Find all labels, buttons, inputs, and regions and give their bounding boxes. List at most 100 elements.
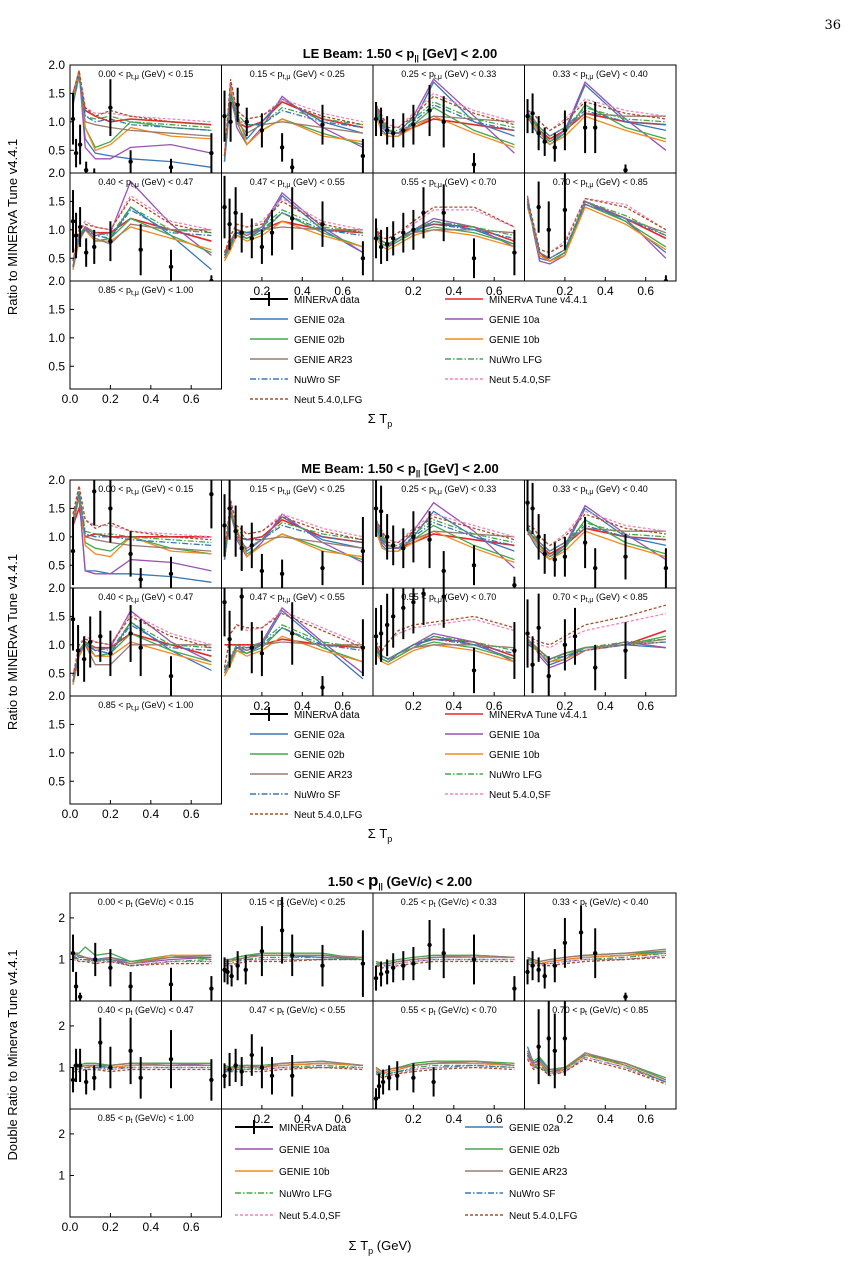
panel-1: 0.00 < pt,μ (GeV) < 0.15 0.5 1.0 1.5 2.0	[48, 473, 222, 589]
model-line-genie-10b	[526, 530, 667, 561]
model-line-neut-5-4-0-lfg	[375, 206, 515, 240]
data-point	[411, 1063, 416, 1093]
legend-item: GENIE 10a	[445, 730, 540, 741]
data-point	[411, 947, 416, 981]
chart-title: 1.50 < p|| (GeV/c) < 2.00	[328, 871, 472, 891]
panel-frame	[372, 172, 525, 282]
data-point	[360, 241, 366, 276]
data-point	[411, 104, 416, 145]
legend-label: Neut 5.4.0,SF	[279, 1211, 341, 1222]
y-tick-label: 1.5	[48, 86, 65, 100]
x-axis-label: Σ Tp	[368, 826, 393, 844]
model-line-genie-ar23	[223, 98, 363, 162]
model-line-neut-5-4-0-lfg	[224, 958, 363, 967]
data-point	[373, 607, 379, 665]
x-tick-label: 0.6	[486, 699, 503, 713]
model-line-nuwro-lfg	[72, 206, 212, 267]
panel-range-label: 0.40 < pt,μ (GeV) < 0.47	[98, 177, 193, 189]
data-point	[411, 588, 416, 634]
legend: MINERvA data MINERvA Tune v4.4.1 GENIE 02a…	[250, 292, 588, 406]
data-point	[269, 1057, 275, 1095]
data-point	[512, 622, 517, 679]
model-line-genie-ar23	[72, 952, 212, 965]
data-point	[70, 190, 76, 253]
y-tick-label: 1.5	[48, 609, 65, 623]
model-line-neut-5-4-0-sf	[375, 209, 515, 240]
data-point	[320, 676, 325, 696]
legend-label: NuWro SF	[509, 1189, 556, 1200]
model-line-neut-5-4-0-lfg	[72, 70, 212, 126]
panel-3: 0.25 < pt,μ (GeV) < 0.33	[372, 479, 525, 589]
data-point	[81, 636, 87, 682]
data-point	[593, 101, 598, 154]
data-point	[138, 619, 143, 677]
legend-label: GENIE 10b	[489, 335, 540, 346]
data-point	[88, 616, 93, 668]
chart-title: LE Beam: 1.50 < p|| [GeV] < 2.00	[303, 46, 498, 63]
model-line-genie-ar23	[72, 76, 212, 137]
data-point	[108, 480, 113, 543]
data-point	[562, 917, 568, 968]
data-point	[227, 610, 232, 668]
data-point	[530, 636, 535, 694]
data-point	[373, 1088, 379, 1109]
legend-item: Neut 5.4.0,LFG	[465, 1211, 578, 1222]
y-tick-label: 0.5	[48, 666, 65, 680]
legend-item: Neut 5.4.0,LFG	[250, 810, 363, 821]
legend-item: MINERvA data	[250, 292, 360, 306]
y-tick-label: 2.0	[48, 166, 65, 180]
data-point	[233, 1048, 238, 1082]
panel-range-label: 0.47 < pt,μ (GeV) < 0.55	[250, 177, 345, 189]
model-line-nuwro-lfg	[527, 638, 666, 660]
data-point	[222, 175, 227, 239]
data-point	[222, 1063, 227, 1089]
panel-range-label: 0.47 < pt,μ (GeV) < 0.55	[250, 592, 345, 604]
data-point	[83, 161, 89, 173]
x-tick-label: 0.2	[254, 1112, 271, 1126]
model-line-genie-ar23	[72, 643, 212, 682]
legend: MINERvA data MINERvA Tune v4.4.1 GENIE 02a…	[250, 707, 588, 821]
y-tick-label: 0.5	[48, 774, 65, 788]
x-tick-label: 0.4	[597, 699, 614, 713]
model-line-neut-5-4-0-lfg	[223, 499, 364, 554]
y-tick-label: 1.0	[48, 223, 65, 237]
data-point	[77, 207, 83, 247]
legend-item: NuWro LFG	[445, 355, 542, 366]
model-line-genie-ar23	[527, 948, 666, 963]
x-axis-label: Σ Tp	[368, 411, 393, 429]
panel-4: 0.33 < pt,μ (GeV) < 0.40	[524, 64, 677, 174]
double-ratio-chart: 1.50 < p|| (GeV/c) < 2.00 Double Ratio to…	[5, 871, 677, 1256]
model-line-nuwro-lfg	[375, 101, 515, 132]
panel-range-label: 0.40 < pt,μ (GeV) < 0.47	[98, 592, 193, 604]
data-point	[376, 1073, 382, 1099]
data-point	[512, 229, 517, 276]
panel-7: 0.55 < pt,μ (GeV) < 0.70 0.2 0.4 0.6	[372, 587, 525, 713]
data-point	[239, 588, 244, 631]
model-line-nuwro-sf	[375, 104, 515, 134]
model-line-nuwro-sf	[527, 109, 666, 137]
legend-item: GENIE 02a	[250, 730, 345, 741]
data-point	[73, 138, 79, 168]
panel-frame	[69, 1108, 222, 1218]
model-line-nuwro-sf	[527, 524, 666, 552]
legend-label: Neut 5.4.0,LFG	[509, 1211, 578, 1222]
data-point	[83, 238, 89, 267]
panel-frame	[524, 479, 677, 589]
x-tick-label: 0.2	[405, 284, 422, 298]
data-point	[360, 516, 366, 586]
data-point	[259, 926, 265, 977]
model-line-nuwro-sf	[223, 93, 363, 162]
panel-4: 0.33 < pt (GeV/c) < 0.40	[524, 892, 677, 1002]
data-point	[427, 84, 432, 137]
panel-6: 0.47 < pt,μ (GeV) < 0.55 0.2 0.4 0.6	[221, 587, 374, 713]
model-line-nuwro-sf	[527, 641, 666, 660]
data-point	[93, 942, 98, 977]
model-line-genie-10b	[72, 70, 212, 152]
model-line-neut-5-4-0-lfg	[223, 79, 364, 156]
data-point	[471, 647, 477, 694]
data-point	[536, 593, 541, 662]
panel-2: 0.15 < pt,μ (GeV) < 0.25	[221, 479, 374, 589]
panel-range-label: 0.70 < pt (GeV/c) < 0.85	[552, 1005, 648, 1017]
model-line-genie-10b	[375, 644, 515, 666]
data-point	[222, 90, 227, 142]
